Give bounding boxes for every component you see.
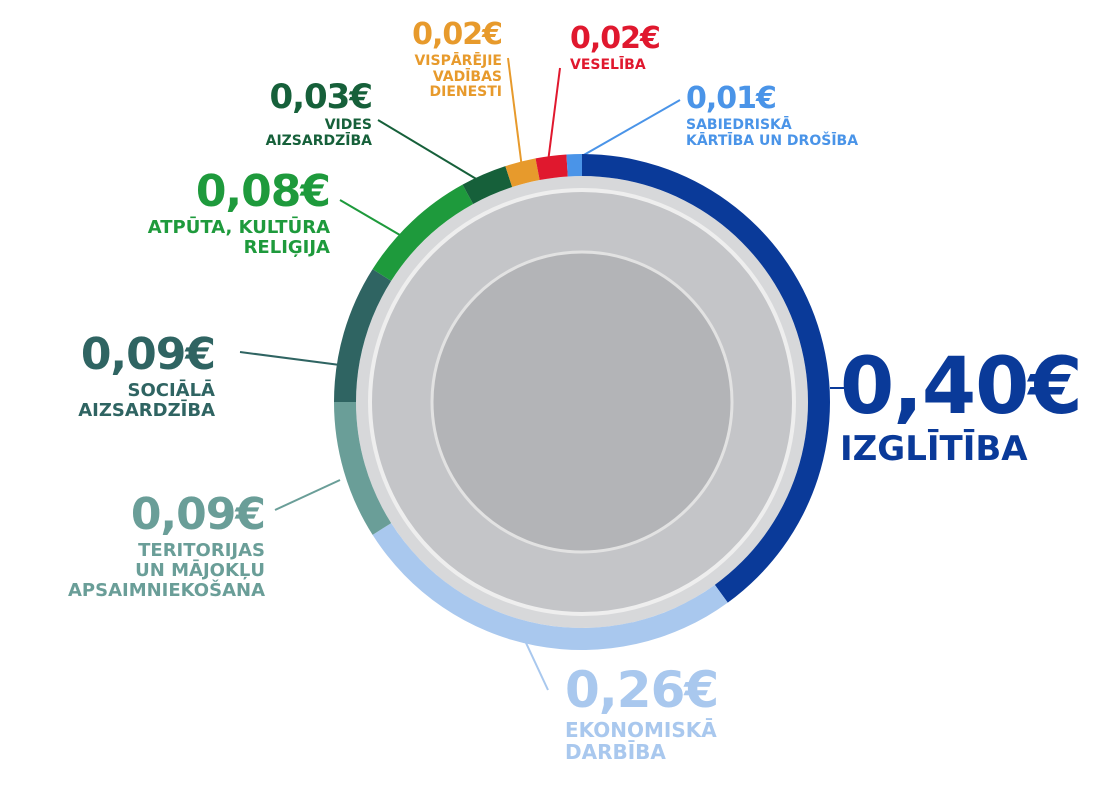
segment-label: 0,01€ SABIEDRISKĀ KĀRTĪBA UN DROŠĪBA bbox=[686, 84, 858, 149]
category-label: SOCIĀLĀ AIZSARDZĪBA bbox=[78, 380, 215, 422]
donut-segment bbox=[505, 158, 540, 188]
donut-segment bbox=[372, 184, 474, 281]
donut-segment bbox=[462, 166, 513, 204]
segment-label: 0,08€ ATPŪTA, KULTŪRA RELIĢIJA bbox=[147, 166, 331, 259]
donut-segment bbox=[334, 402, 392, 535]
segment-label: 0,02€ VESELĪBA bbox=[570, 21, 661, 74]
donut-segment bbox=[566, 154, 582, 177]
leader-line bbox=[574, 99, 681, 161]
segment-label: 0,09€ TERITORIJAS UN MĀJOKĻU APSAIMNIEKOŠ… bbox=[67, 489, 266, 602]
value-label: 0,09€ bbox=[80, 329, 216, 380]
value-label: 0,26€ bbox=[565, 661, 719, 719]
category-label: VESELĪBA bbox=[570, 57, 646, 73]
donut-segment bbox=[582, 154, 830, 603]
leader-line bbox=[547, 67, 561, 163]
donut-segment bbox=[535, 154, 568, 181]
segment-label: 0,03€ VIDES AIZSARDZĪBA bbox=[265, 77, 373, 149]
value-label: 0,01€ bbox=[686, 81, 777, 116]
value-label: 0,02€ bbox=[570, 21, 661, 56]
value-label: 0,03€ bbox=[269, 77, 373, 117]
category-label: VIDES AIZSARDZĪBA bbox=[265, 117, 372, 149]
segment-label: 0,40€ IZGLĪTĪBA bbox=[840, 342, 1083, 469]
leader-line bbox=[507, 57, 523, 169]
value-label: 0,09€ bbox=[130, 489, 266, 540]
value-label: 0,08€ bbox=[195, 166, 331, 217]
category-label: ATPŪTA, KULTŪRA RELIĢIJA bbox=[147, 217, 330, 259]
leader-line bbox=[339, 199, 406, 239]
leader-line bbox=[377, 119, 479, 181]
leader-line bbox=[239, 351, 341, 366]
leader-line bbox=[274, 479, 341, 511]
category-label: EKONOMISKĀ DARBĪBA bbox=[565, 718, 717, 765]
segment-label: 0,09€ SOCIĀLĀ AIZSARDZĪBA bbox=[78, 329, 216, 422]
category-label: VISPĀRĒJIE VADĪBAS DIENESTI bbox=[414, 53, 502, 101]
category-label: IZGLĪTĪBA bbox=[840, 429, 1028, 469]
value-label: 0,40€ bbox=[840, 342, 1083, 432]
donut-segment bbox=[372, 523, 728, 650]
donut-segment bbox=[334, 269, 392, 402]
coin-center bbox=[430, 250, 734, 554]
segment-label: 0,02€ VISPĀRĒJIE VADĪBAS DIENESTI bbox=[412, 17, 503, 101]
segment-label: 0,26€ EKONOMISKĀ DARBĪBA bbox=[565, 661, 719, 765]
value-label: 0,02€ bbox=[412, 17, 503, 52]
category-label: TERITORIJAS UN MĀJOKĻU APSAIMNIEKOŠANA bbox=[67, 540, 265, 602]
category-label: SABIEDRISKĀ KĀRTĪBA UN DROŠĪBA bbox=[686, 117, 859, 149]
